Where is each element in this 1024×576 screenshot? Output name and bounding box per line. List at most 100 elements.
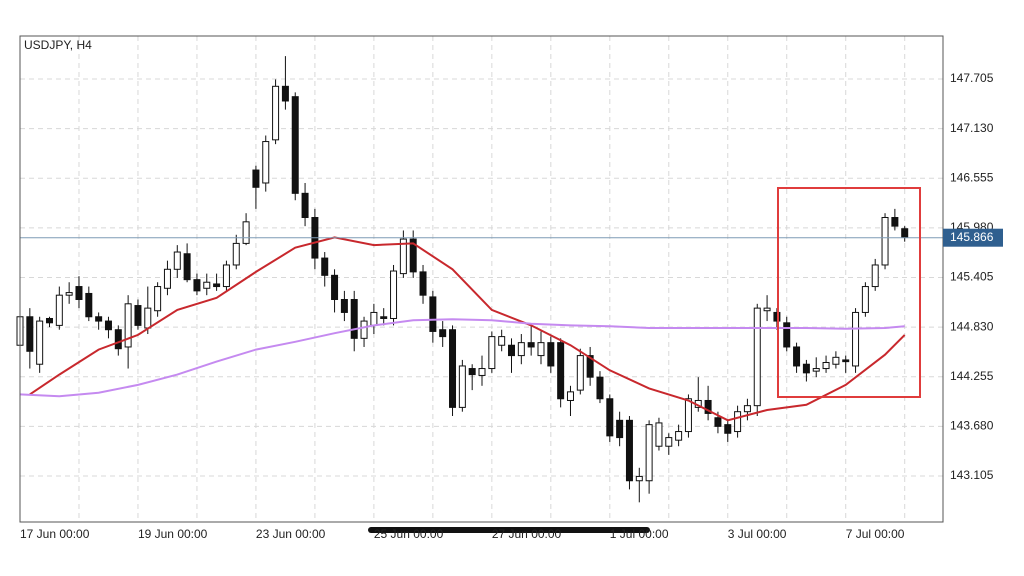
last-price-box <box>943 228 1003 247</box>
candle-body <box>331 274 339 300</box>
candle-body <box>301 192 309 219</box>
candle-body <box>340 298 348 313</box>
y-tick-label: 145.405 <box>950 270 994 284</box>
candle-body <box>576 355 584 391</box>
candle-body <box>45 317 53 324</box>
candle-body <box>842 359 850 363</box>
candle-body <box>399 238 407 275</box>
candle-body <box>616 419 624 439</box>
candle-body <box>468 368 476 376</box>
x-tick-label: 17 Jun 00:00 <box>20 527 90 541</box>
candle-body <box>163 268 171 289</box>
plot-frame <box>19 35 944 523</box>
candle-body <box>773 311 781 322</box>
candle-body <box>458 365 466 408</box>
y-tick-label: 143.105 <box>950 468 994 482</box>
last-price-label: 145.866 <box>950 230 994 244</box>
candle-body <box>635 475 643 482</box>
candle-body <box>429 296 437 332</box>
candle-body <box>213 283 221 288</box>
scroll-bar[interactable] <box>368 527 650 533</box>
y-tick-label: 144.830 <box>950 319 994 333</box>
candle-body <box>527 342 535 348</box>
candle-body <box>871 264 879 288</box>
candle-body <box>360 320 368 339</box>
candle-body <box>596 376 604 400</box>
candle-body <box>65 292 73 296</box>
candle-body <box>193 279 201 292</box>
candle-body <box>793 346 801 367</box>
candle-body <box>665 437 673 447</box>
candle-body <box>675 431 683 441</box>
candle-body <box>222 264 230 288</box>
x-tick-label: 7 Jul 00:00 <box>846 527 905 541</box>
candle-body <box>832 356 840 365</box>
candle-body <box>439 329 447 338</box>
grid <box>20 36 943 522</box>
plot <box>16 56 943 503</box>
candle-body <box>390 270 398 319</box>
candle-body <box>891 217 899 227</box>
candle-body <box>861 286 869 313</box>
y-tick-label: 146.555 <box>950 170 994 184</box>
y-tick-label: 144.255 <box>950 369 994 383</box>
candle-body <box>114 329 122 350</box>
candle-body <box>85 292 93 318</box>
candle-body <box>409 238 417 273</box>
y-tick-label: 147.705 <box>950 71 994 85</box>
candle-body <box>625 419 633 482</box>
x-tick-label: 25 Jun 00:00 <box>374 527 444 541</box>
candle-body <box>321 257 329 276</box>
candle-body <box>370 311 378 326</box>
moving-average <box>29 236 906 422</box>
candle-body <box>734 411 742 433</box>
candle-body <box>134 305 142 326</box>
candle-body <box>743 405 751 413</box>
candle-body <box>203 281 211 289</box>
candle-body <box>881 217 889 266</box>
candle-body <box>783 322 791 348</box>
candle-body <box>124 303 132 348</box>
candle-body <box>95 316 103 322</box>
candle-body <box>350 298 358 339</box>
candle-body <box>822 362 830 370</box>
x-tick-label: 1 Jul 00:00 <box>610 527 669 541</box>
x-tick-label: 19 Jun 00:00 <box>138 527 208 541</box>
moving-average <box>19 318 905 398</box>
candle-body <box>547 342 555 367</box>
candle-body <box>419 271 427 296</box>
candle-body <box>144 307 152 329</box>
candle-body <box>508 344 515 357</box>
candle-body <box>36 320 44 365</box>
candle-body <box>763 307 771 312</box>
candle-body <box>281 85 289 102</box>
candle-body <box>498 336 506 346</box>
candle-body <box>478 368 486 376</box>
candle-body <box>645 424 653 482</box>
candle-body <box>704 399 712 414</box>
candle-body <box>380 316 388 319</box>
chart-title: USDJPY, H4 <box>24 38 92 52</box>
candle-body <box>517 342 525 357</box>
candle-body <box>557 342 565 400</box>
candle-body <box>802 363 810 374</box>
candle-body <box>242 221 250 244</box>
candle-body <box>537 342 545 357</box>
candle-body <box>655 422 663 447</box>
candle-body <box>753 307 761 407</box>
y-tick-label: 143.680 <box>950 419 994 433</box>
candle-body <box>684 398 692 433</box>
candle-body <box>586 355 594 378</box>
candle-body <box>714 417 722 427</box>
candle-body <box>291 96 299 194</box>
candle-body <box>104 320 112 331</box>
candle-body <box>173 251 181 270</box>
candle-body <box>252 169 260 188</box>
y-tick-label: 147.130 <box>950 121 994 135</box>
candle-body <box>606 398 614 437</box>
candle-body <box>901 228 909 238</box>
x-tick-label: 3 Jul 00:00 <box>728 527 787 541</box>
candle-body <box>154 286 162 312</box>
